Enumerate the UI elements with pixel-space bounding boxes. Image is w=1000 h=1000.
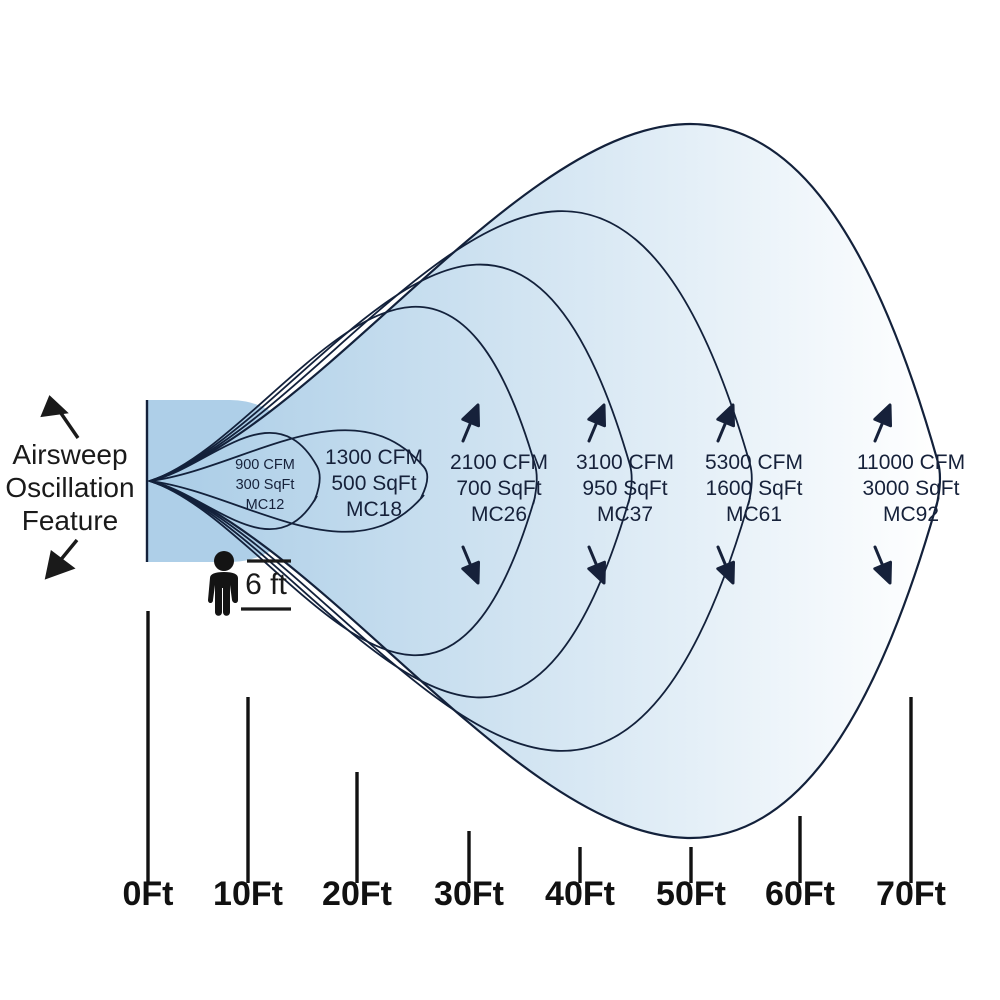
svg-text:6 ft: 6 ft bbox=[245, 568, 287, 601]
svg-text:Oscillation: Oscillation bbox=[5, 472, 134, 503]
svg-text:MC12: MC12 bbox=[246, 497, 285, 513]
svg-text:3100 CFM: 3100 CFM bbox=[576, 451, 674, 474]
svg-text:10Ft: 10Ft bbox=[213, 875, 283, 913]
svg-text:MC26: MC26 bbox=[471, 503, 527, 526]
svg-text:MC37: MC37 bbox=[597, 503, 653, 526]
svg-text:500 SqFt: 500 SqFt bbox=[331, 472, 416, 495]
svg-text:11000 CFM: 11000 CFM bbox=[857, 451, 965, 474]
svg-text:50Ft: 50Ft bbox=[656, 875, 726, 913]
svg-text:950 SqFt: 950 SqFt bbox=[582, 477, 667, 500]
svg-text:1300 CFM: 1300 CFM bbox=[325, 446, 423, 469]
svg-text:3000 SqFt: 3000 SqFt bbox=[863, 477, 960, 500]
svg-text:1600 SqFt: 1600 SqFt bbox=[706, 477, 803, 500]
svg-text:30Ft: 30Ft bbox=[434, 875, 504, 913]
svg-text:5300 CFM: 5300 CFM bbox=[705, 451, 803, 474]
svg-text:20Ft: 20Ft bbox=[322, 875, 392, 913]
svg-text:700 SqFt: 700 SqFt bbox=[456, 477, 541, 500]
svg-text:0Ft: 0Ft bbox=[123, 875, 174, 913]
svg-text:Feature: Feature bbox=[22, 505, 119, 536]
svg-text:40Ft: 40Ft bbox=[545, 875, 615, 913]
svg-text:MC18: MC18 bbox=[346, 498, 402, 521]
svg-text:900 CFM: 900 CFM bbox=[235, 457, 295, 473]
svg-text:2100 CFM: 2100 CFM bbox=[450, 451, 548, 474]
svg-text:Airsweep: Airsweep bbox=[12, 439, 127, 470]
svg-text:MC92: MC92 bbox=[883, 503, 939, 526]
svg-text:70Ft: 70Ft bbox=[876, 875, 946, 913]
svg-text:300 SqFt: 300 SqFt bbox=[236, 477, 295, 493]
svg-text:MC61: MC61 bbox=[726, 503, 782, 526]
svg-text:60Ft: 60Ft bbox=[765, 875, 835, 913]
